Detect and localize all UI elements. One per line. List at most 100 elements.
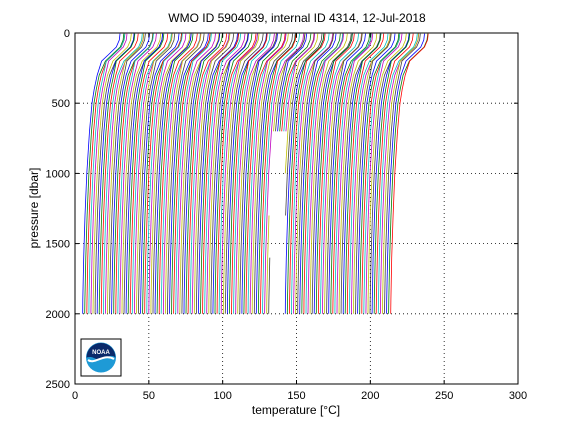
profile-line xyxy=(297,33,334,314)
profile-line xyxy=(88,33,126,314)
y-tick-label: 1000 xyxy=(46,168,70,180)
profiles-group xyxy=(82,33,429,314)
x-tick-label: 100 xyxy=(213,390,231,402)
profile-line xyxy=(293,33,334,314)
profile-line xyxy=(212,33,249,314)
profile-line xyxy=(268,33,306,314)
profile-line xyxy=(346,33,385,314)
profile-line xyxy=(386,33,425,314)
profile-line xyxy=(138,33,176,314)
profile-line xyxy=(107,33,145,314)
profile-line xyxy=(117,33,154,314)
profile-line xyxy=(146,33,183,314)
profile-line xyxy=(251,33,289,314)
profile-line xyxy=(340,33,381,314)
y-axis-ticks: 0 500 1000 1500 2000 2500 xyxy=(46,28,518,391)
x-tick-label: 50 xyxy=(143,390,155,402)
profile-line xyxy=(349,33,389,314)
profile-line xyxy=(235,33,275,314)
profile-line xyxy=(243,33,282,314)
profile-line xyxy=(165,33,202,314)
logo-text: NOAA xyxy=(92,350,110,356)
profile-line xyxy=(144,33,182,314)
profile-line xyxy=(231,33,268,314)
profile-line xyxy=(365,33,403,314)
x-tick-label: 200 xyxy=(361,390,379,402)
profile-line xyxy=(125,33,163,314)
profile-line xyxy=(167,33,205,314)
profile-line xyxy=(301,33,341,314)
x-axis-ticks: 0 50 100 150 200 250 300 xyxy=(72,33,527,402)
x-axis-label: temperature [°C] xyxy=(252,403,340,417)
profile-line xyxy=(375,33,414,314)
profile-line xyxy=(334,33,372,314)
profile-line xyxy=(216,33,257,314)
profile-line xyxy=(311,33,352,314)
noaa-logo: NOAA xyxy=(80,338,122,377)
profile-line xyxy=(284,33,319,174)
profile-line xyxy=(191,33,230,314)
profile-line xyxy=(285,33,323,216)
grid xyxy=(75,33,518,384)
profile-line xyxy=(390,33,429,314)
profile-line xyxy=(253,33,293,314)
x-tick-label: 300 xyxy=(509,390,527,402)
chart-title: WMO ID 5904039, internal ID 4314, 12-Jul… xyxy=(168,11,426,25)
logo-top-half xyxy=(86,343,116,360)
profile-line xyxy=(140,33,180,314)
profile-line xyxy=(357,33,396,314)
profile-line xyxy=(285,33,316,132)
profile-line xyxy=(384,33,421,314)
profile-line xyxy=(111,33,150,314)
profile-line xyxy=(100,33,139,314)
profile-line xyxy=(196,33,235,314)
profile-line xyxy=(367,33,407,314)
y-tick-label: 500 xyxy=(52,98,70,110)
profile-line xyxy=(121,33,162,314)
profile-line xyxy=(344,33,382,314)
profile-line xyxy=(131,33,172,314)
profile-line xyxy=(224,33,264,314)
profile-line xyxy=(109,33,146,314)
y-axis-label: pressure [dbar] xyxy=(27,168,41,249)
profile-line xyxy=(371,33,410,314)
profile-line xyxy=(233,33,271,314)
profile-line xyxy=(363,33,401,314)
profile-line xyxy=(98,33,136,314)
profile-line xyxy=(202,33,239,314)
y-tick-label: 2000 xyxy=(46,309,70,321)
profile-line xyxy=(377,33,418,314)
profile-line xyxy=(150,33,191,314)
profile-line xyxy=(154,33,192,314)
profile-line xyxy=(119,33,157,314)
y-tick-label: 1500 xyxy=(46,239,70,251)
profile-line xyxy=(262,33,300,314)
profile-line xyxy=(127,33,165,314)
profile-line xyxy=(239,33,277,314)
logo-bird-wave xyxy=(87,356,115,363)
profile-line xyxy=(286,33,325,314)
profile-line xyxy=(307,33,344,314)
profile-line xyxy=(82,33,121,314)
profile-line xyxy=(249,33,287,314)
profile-line xyxy=(185,33,223,314)
profile-line xyxy=(355,33,392,314)
profile-line xyxy=(173,33,211,314)
profile-line xyxy=(373,33,411,314)
profile-line xyxy=(92,33,132,314)
profile-line xyxy=(359,33,400,314)
profile-line xyxy=(129,33,169,314)
profile-line xyxy=(326,33,363,314)
x-tick-label: 150 xyxy=(287,390,305,402)
profile-line xyxy=(136,33,173,314)
profile-line xyxy=(187,33,228,314)
profile-line xyxy=(96,33,135,314)
profile-line xyxy=(179,33,220,314)
profile-line xyxy=(175,33,212,314)
profile-line xyxy=(90,33,128,314)
profile-line xyxy=(84,33,125,314)
profile-line xyxy=(279,33,312,132)
profile-line xyxy=(277,33,308,132)
profile-line xyxy=(336,33,374,314)
